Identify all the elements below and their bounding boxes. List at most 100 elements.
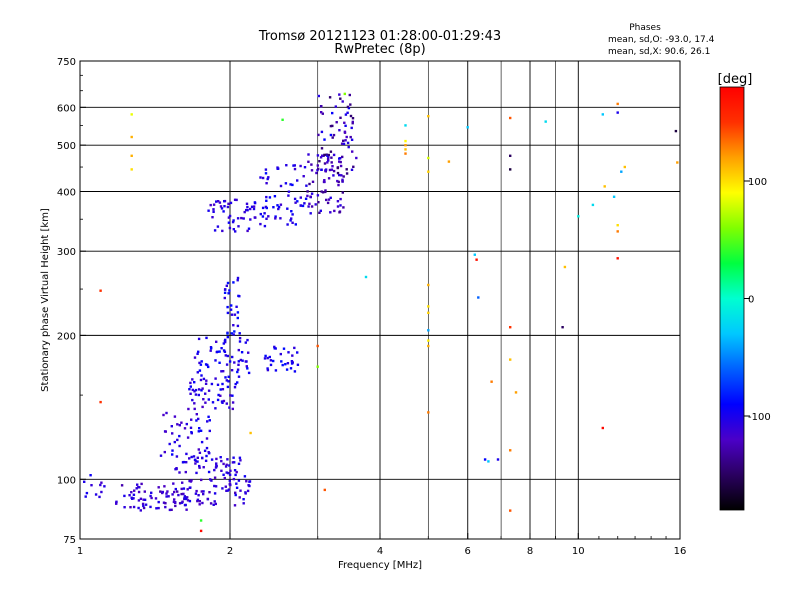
data-point: [240, 216, 243, 220]
data-point: [223, 476, 226, 480]
x-tick-label: 16: [674, 546, 687, 557]
data-point: [167, 495, 170, 498]
data-point: [98, 495, 101, 499]
x-tick-label: 1: [77, 546, 83, 557]
data-point: [202, 398, 205, 401]
data-point: [287, 351, 290, 354]
data-point: [483, 458, 487, 461]
data-point: [99, 289, 102, 292]
data-point: [142, 504, 145, 508]
data-point: [427, 329, 430, 332]
data-point: [249, 218, 252, 221]
data-point: [222, 370, 225, 373]
data-point: [350, 168, 354, 171]
data-point: [336, 205, 340, 208]
data-point: [214, 407, 217, 410]
data-point: [348, 93, 351, 97]
data-point: [183, 496, 186, 500]
data-point: [201, 501, 204, 505]
data-point: [248, 480, 251, 483]
data-point: [267, 176, 270, 179]
y-tick-label: 75: [63, 535, 76, 546]
data-point: [139, 509, 142, 512]
data-point: [321, 154, 324, 157]
data-point: [142, 506, 146, 510]
data-point: [591, 203, 595, 207]
data-point: [224, 354, 227, 357]
data-point: [316, 365, 319, 368]
data-point: [225, 379, 228, 382]
data-point: [509, 326, 512, 329]
data-point: [490, 380, 493, 383]
data-point: [226, 458, 229, 461]
data-point: [338, 173, 341, 177]
data-point: [237, 225, 240, 228]
data-point: [208, 491, 211, 494]
data-point: [189, 381, 192, 385]
data-point: [243, 210, 246, 214]
data-point: [196, 499, 199, 503]
data-point: [577, 215, 580, 218]
data-point: [289, 183, 292, 186]
colorbar-label: [deg]: [718, 72, 753, 87]
data-point: [204, 382, 208, 385]
data-point: [337, 180, 340, 184]
data-point: [236, 381, 239, 384]
data-point: [130, 491, 133, 494]
data-point: [233, 461, 236, 464]
data-point: [427, 115, 430, 118]
data-point: [159, 490, 162, 493]
data-point: [206, 497, 209, 501]
data-point: [178, 444, 181, 448]
data-point: [103, 485, 106, 488]
data-point: [329, 133, 333, 137]
data-point: [286, 362, 290, 365]
data-point: [317, 167, 320, 171]
data-point: [182, 460, 185, 464]
data-point: [199, 378, 203, 382]
data-point: [220, 207, 224, 210]
data-point: [339, 204, 342, 207]
data-point: [263, 212, 266, 215]
data-point: [189, 426, 193, 429]
data-point: [223, 350, 227, 353]
data-point: [285, 164, 288, 167]
data-point: [287, 190, 291, 193]
data-point: [234, 493, 237, 497]
data-point: [316, 344, 319, 348]
data-point: [336, 200, 340, 203]
data-point: [213, 229, 217, 232]
data-point: [213, 468, 216, 472]
x-tick-label: 10: [572, 546, 585, 557]
data-point: [228, 226, 232, 230]
data-point: [509, 449, 512, 452]
data-point: [331, 136, 334, 139]
data-point: [267, 215, 270, 218]
data-point: [342, 175, 345, 178]
data-point: [343, 92, 346, 96]
data-point: [238, 332, 241, 335]
data-point: [292, 164, 295, 167]
data-point: [188, 499, 192, 503]
data-point: [223, 339, 227, 343]
data-point: [466, 126, 469, 129]
data-point: [212, 210, 215, 213]
colorbar-ticks: 100 0 -100: [744, 177, 771, 423]
data-point: [225, 489, 228, 492]
data-point: [199, 429, 203, 432]
data-point: [239, 459, 242, 462]
data-point: [223, 200, 226, 203]
colorbar-tick-label: -100: [748, 412, 771, 423]
data-point: [205, 446, 209, 450]
data-point: [231, 461, 235, 464]
data-point: [178, 434, 181, 438]
data-point: [349, 135, 352, 139]
data-point: [168, 508, 172, 512]
data-point: [264, 354, 267, 358]
data-point: [207, 365, 210, 369]
data-point: [331, 165, 334, 168]
data-point: [176, 423, 179, 426]
data-point: [338, 129, 341, 132]
data-point: [221, 487, 224, 490]
data-point: [245, 360, 248, 363]
